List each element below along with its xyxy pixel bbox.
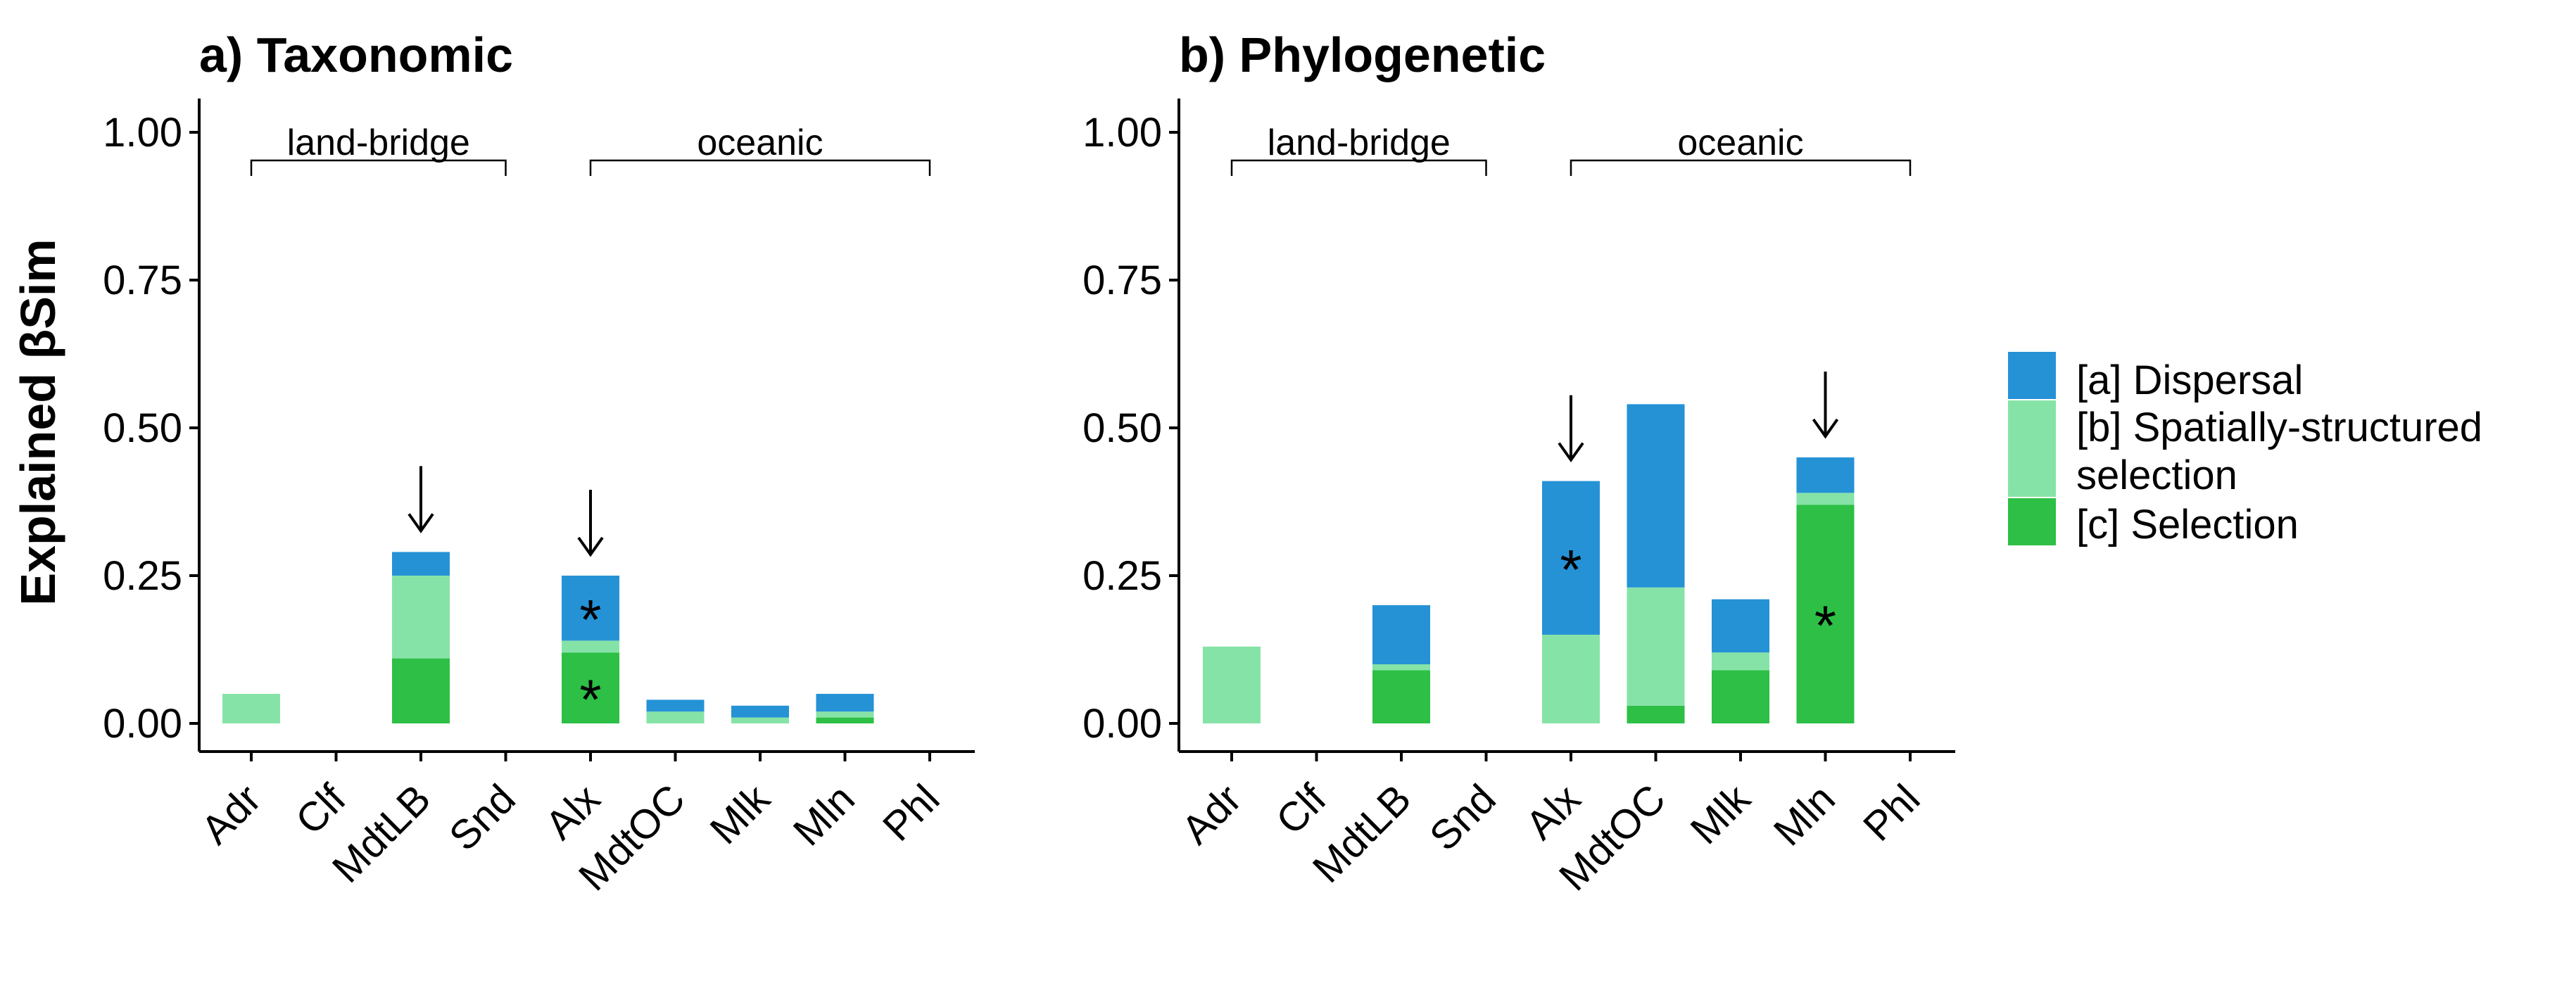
y-tick-label: 0.75 [103, 258, 182, 303]
group-bracket [1570, 159, 1912, 176]
bar-segment [1627, 587, 1685, 706]
legend-label-spatial-line2: selection [2076, 452, 2237, 498]
panel-title: b) Phylogenetic [1179, 27, 1546, 82]
y-tick-label: 0.00 [1082, 701, 1162, 747]
x-tick-label: Mlk [1682, 775, 1760, 853]
bar-segment [731, 705, 789, 718]
x-tick-label: Snd [1421, 775, 1505, 859]
bar-segment [1627, 404, 1685, 588]
group-label: oceanic [697, 122, 823, 163]
group-label: land-bridge [1268, 122, 1451, 163]
significance-star: * [579, 669, 601, 731]
group-bracket [589, 159, 931, 176]
y-tick-label: 0.25 [1082, 553, 1162, 599]
x-tick-label: Mlk [702, 775, 779, 853]
legend-swatch-spatial [2008, 400, 2056, 497]
x-tick-label: MdtLB [324, 775, 440, 892]
x-tick-label: Adr [192, 775, 270, 853]
bar-segment [1712, 652, 1769, 671]
bar-segment [816, 717, 874, 723]
bar-segment [562, 576, 619, 641]
bar-segment [1796, 493, 1855, 505]
bar-segment [1372, 664, 1430, 671]
bar-segment [392, 658, 450, 723]
y-axis-label: Explained βSim [11, 239, 65, 605]
bar-segment [392, 576, 450, 659]
group-bracket [1230, 159, 1487, 176]
arrow-marker [577, 490, 604, 557]
bar-segment [1627, 705, 1685, 723]
bar-segment [1796, 505, 1855, 723]
bar-segment [1372, 670, 1430, 723]
legend: [a] Dispersal [b] Spatially-structured s… [2008, 352, 2482, 547]
legend-label-selection: [c] Selection [2076, 502, 2299, 547]
bar-segment [1372, 605, 1430, 664]
y-tick-label: 0.50 [1082, 405, 1162, 451]
bar-segment [1796, 457, 1855, 493]
x-tick-label: Alx [1517, 775, 1589, 848]
legend-label-spatial: [b] Spatially-structured [2076, 405, 2482, 450]
group-label: land-bridge [287, 122, 470, 163]
bar-segment [392, 552, 450, 576]
x-tick-label: MdtLB [1304, 775, 1420, 892]
x-tick-label: Phl [874, 775, 948, 849]
bar-segment [562, 652, 619, 723]
significance-star: * [1560, 538, 1581, 601]
x-tick-label: Alx [536, 775, 609, 848]
significance-star: * [579, 588, 601, 651]
x-tick-label: Snd [441, 775, 524, 859]
arrow-marker [1558, 395, 1584, 463]
bar-segment [816, 711, 874, 718]
significance-star: * [1814, 595, 1836, 657]
bar-segment [1542, 635, 1600, 723]
legend-swatch-selection [2008, 498, 2056, 545]
group-bracket [250, 159, 507, 176]
x-tick-label: Clf [287, 775, 355, 844]
y-tick-label: 0.50 [103, 405, 182, 451]
y-tick-label: 1.00 [1082, 110, 1162, 156]
y-tick-label: 0.00 [103, 701, 182, 747]
y-tick-label: 1.00 [103, 110, 182, 156]
panel-phylogenetic: b) Phylogenetic 0.00 0.25 0.50 0.75 1.00 Adr C… [1082, 27, 1955, 899]
bar-segment [646, 711, 705, 723]
x-tick-label: Clf [1268, 775, 1336, 844]
bar-segment [1712, 599, 1769, 653]
bar-segment [1542, 481, 1600, 635]
arrow-marker [408, 466, 434, 533]
x-tick-label: Mln [1765, 775, 1844, 854]
x-tick-label: Adr [1173, 775, 1250, 853]
bar-segment [1712, 670, 1769, 723]
bar-segment [562, 640, 619, 653]
y-tick-label: 0.75 [1082, 258, 1162, 303]
arrow-marker [1812, 372, 1839, 439]
bar-segment [1203, 646, 1261, 723]
legend-label-dispersal: [a] Dispersal [2076, 357, 2303, 403]
x-tick-label: Mln [785, 775, 864, 854]
legend-swatch-dispersal [2008, 352, 2056, 399]
group-label: oceanic [1677, 122, 1803, 163]
bar-segment [731, 717, 789, 723]
bar-segment [222, 694, 280, 723]
bar-segment [646, 699, 705, 712]
panel-title: a) Taxonomic [199, 27, 513, 82]
bar-segment [816, 694, 874, 712]
y-tick-label: 0.25 [103, 553, 182, 599]
x-tick-label: Phl [1855, 775, 1928, 849]
